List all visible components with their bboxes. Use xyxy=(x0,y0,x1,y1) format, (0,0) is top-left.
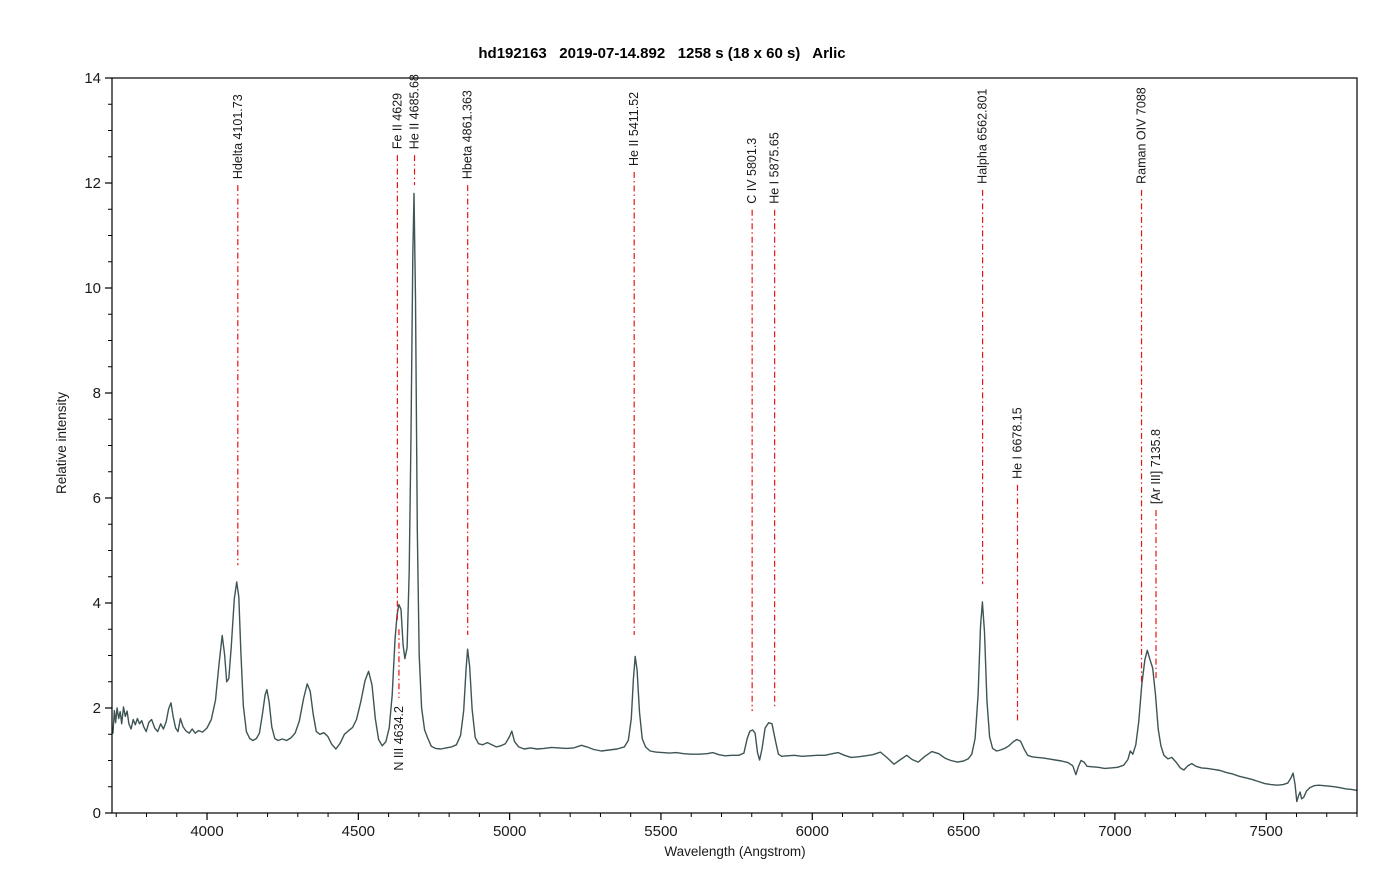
y-tick-label: 0 xyxy=(93,805,101,822)
spectral-line-label: Raman OIV 7088 xyxy=(1135,87,1149,184)
y-axis-label: Relative intensity xyxy=(54,392,69,494)
spectral-line-label: N III 4634.2 xyxy=(392,706,406,771)
x-tick-label: 4500 xyxy=(342,823,375,840)
x-tick-label: 4000 xyxy=(190,823,223,840)
x-axis-label: Wavelength (Angstrom) xyxy=(664,844,805,859)
spectral-line-label: He I 6678.15 xyxy=(1010,407,1024,479)
x-tick-label: 5500 xyxy=(644,823,677,840)
y-tick-label: 8 xyxy=(93,385,101,402)
spectrum-curve xyxy=(112,192,1358,803)
axes-frame xyxy=(111,77,1358,814)
plot-content: Hdelta 4101.73 Fe II 4629 N III 4634.2 He I… xyxy=(84,70,1358,840)
spectral-line-label: Fe II 4629 xyxy=(390,93,404,149)
spectral-line-label: He II 4685.68 xyxy=(408,74,422,149)
chart-title: hd192163 2019-07-14.892 1258 s (18 x 60 … xyxy=(478,45,845,62)
spectral-line-label: He II 5411.52 xyxy=(627,92,641,166)
y-tick-label: 14 xyxy=(84,70,101,87)
y-tick-label: 4 xyxy=(93,595,101,612)
y-tick-label: 6 xyxy=(93,490,101,507)
y-tick-label: 12 xyxy=(84,175,101,192)
spectral-line-label: He I 5875.65 xyxy=(768,132,782,204)
y-tick-label: 10 xyxy=(84,280,101,297)
x-tick-label: 7500 xyxy=(1250,823,1283,840)
x-tick-label: 5000 xyxy=(493,823,526,840)
x-tick-label: 6500 xyxy=(947,823,980,840)
spectral-line-label: [Ar III] 7135.8 xyxy=(1149,429,1163,504)
x-tick-label: 6000 xyxy=(796,823,829,840)
x-tick-label: 7000 xyxy=(1098,823,1131,840)
spectral-line-label: Hdelta 4101.73 xyxy=(231,94,245,179)
spectral-line-label: Hbeta 4861.363 xyxy=(461,90,475,179)
spectral-line-label: C IV 5801.3 xyxy=(745,138,759,204)
y-tick-label: 2 xyxy=(93,700,101,717)
spectral-line-label: Halpha 6562.801 xyxy=(976,89,990,184)
